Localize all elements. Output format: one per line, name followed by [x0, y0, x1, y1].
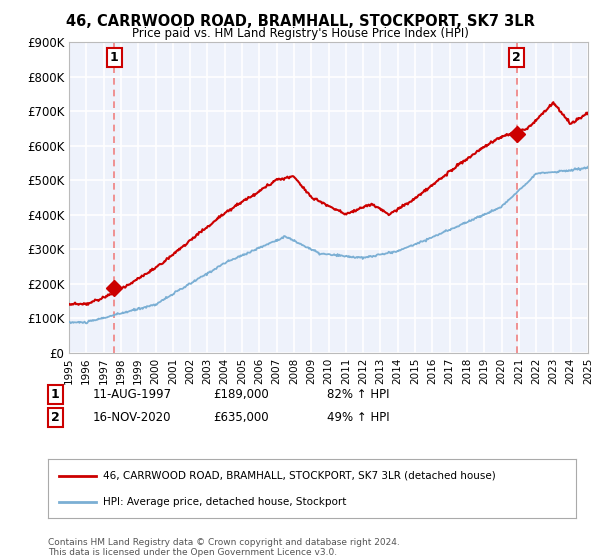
- Text: 16-NOV-2020: 16-NOV-2020: [93, 410, 172, 424]
- Text: 11-AUG-1997: 11-AUG-1997: [93, 388, 172, 402]
- Text: £635,000: £635,000: [213, 410, 269, 424]
- Text: 2: 2: [51, 410, 60, 424]
- Text: £189,000: £189,000: [213, 388, 269, 402]
- Text: Contains HM Land Registry data © Crown copyright and database right 2024.
This d: Contains HM Land Registry data © Crown c…: [48, 538, 400, 557]
- Text: 46, CARRWOOD ROAD, BRAMHALL, STOCKPORT, SK7 3LR (detached house): 46, CARRWOOD ROAD, BRAMHALL, STOCKPORT, …: [103, 470, 496, 480]
- Text: 46, CARRWOOD ROAD, BRAMHALL, STOCKPORT, SK7 3LR: 46, CARRWOOD ROAD, BRAMHALL, STOCKPORT, …: [65, 14, 535, 29]
- Text: Price paid vs. HM Land Registry's House Price Index (HPI): Price paid vs. HM Land Registry's House …: [131, 27, 469, 40]
- Text: 49% ↑ HPI: 49% ↑ HPI: [327, 410, 389, 424]
- Text: 2: 2: [512, 52, 521, 64]
- Text: 82% ↑ HPI: 82% ↑ HPI: [327, 388, 389, 402]
- Text: 1: 1: [110, 52, 119, 64]
- Text: 1: 1: [51, 388, 60, 402]
- Text: HPI: Average price, detached house, Stockport: HPI: Average price, detached house, Stoc…: [103, 497, 347, 507]
